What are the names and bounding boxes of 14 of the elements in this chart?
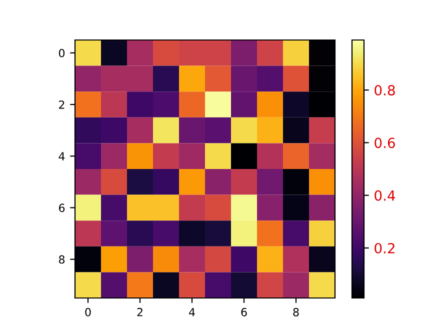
x-tick-label: 6 xyxy=(241,308,247,316)
y-tick-label: 0 xyxy=(58,48,65,58)
color-bar-label: 0.8 xyxy=(374,84,395,96)
x-tick-label: 4 xyxy=(189,308,195,316)
y-tick-label: 2 xyxy=(59,100,64,109)
x-tick-label: 0 xyxy=(85,308,91,316)
color-bar-label: 0.4 xyxy=(374,190,396,201)
y-tick-label: 8 xyxy=(58,255,65,264)
y-tick-label: 4 xyxy=(58,152,65,160)
x-tick-label: 2 xyxy=(137,308,142,316)
color-bar-label: 0.2 xyxy=(374,242,394,254)
color-bar-label: 0.6 xyxy=(374,138,395,148)
x-tick-label: 8 xyxy=(293,308,299,316)
y-tick-label: 6 xyxy=(58,204,65,212)
